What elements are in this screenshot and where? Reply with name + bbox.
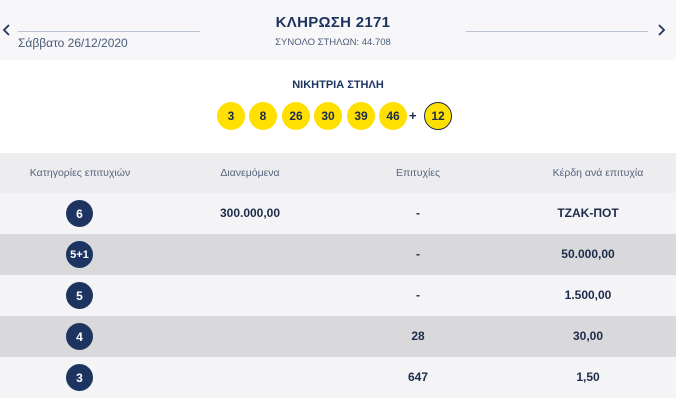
chevron-right-icon[interactable] [656, 22, 668, 38]
wins-value: 28 [411, 329, 425, 343]
category-badge: 5 [66, 282, 93, 309]
table-row: 3 647 1,50 [0, 357, 676, 398]
draw-date: Σάββατο 26/12/2020 [18, 36, 128, 50]
results-table-header: Κατηγορίες επιτυχιών Διανεμόμενα Επιτυχί… [0, 153, 676, 193]
winning-number-ball: 26 [282, 102, 310, 130]
category-badge: 5+1 [66, 241, 93, 268]
distributed-value: 300.000,00 [219, 206, 281, 220]
header-prize: Κέρδη ανά επιτυχία [552, 167, 644, 179]
wins-value: - [416, 288, 420, 302]
category-badge: 6 [66, 200, 93, 227]
joker-ball: 12 [424, 102, 452, 130]
winning-number-ball: 39 [347, 102, 375, 130]
wins-value: - [416, 206, 420, 220]
table-row: 6 300.000,00 - ΤΖΑΚ-ΠΟΤ [0, 193, 676, 234]
total-columns: ΣΥΝΟΛΟ ΣΤΗΛΩΝ: 44.708 [275, 37, 391, 48]
header-divider-right [466, 31, 648, 32]
prize-value: ΤΖΑΚ-ΠΟΤ [557, 206, 619, 220]
header-divider-left [18, 31, 200, 32]
winning-number-ball: 46 [379, 102, 407, 130]
draw-header: Σάββατο 26/12/2020 ΚΛΗΡΩΣΗ 2171 ΣΥΝΟΛΟ Σ… [0, 0, 676, 60]
prize-value: 30,00 [572, 329, 604, 343]
winning-number-ball: 30 [314, 102, 342, 130]
chevron-left-icon[interactable] [0, 22, 12, 38]
header-wins: Επιτυχίες [395, 167, 441, 179]
prize-value: 1.500,00 [564, 288, 612, 302]
winning-number-ball: 3 [217, 102, 245, 130]
table-row: 4 28 30,00 [0, 316, 676, 357]
category-badge: 3 [66, 364, 93, 391]
plus-sign: + [409, 108, 417, 123]
header-distributed: Διανεμόμενα [220, 167, 280, 179]
winning-number-ball: 8 [249, 102, 277, 130]
prize-value: 1,50 [576, 370, 600, 384]
wins-value: 647 [407, 370, 429, 384]
table-row: 5+1 - 50.000,00 [0, 234, 676, 275]
prize-value: 50.000,00 [561, 247, 615, 261]
table-row: 5 - 1.500,00 [0, 275, 676, 316]
winning-column-label: ΝΙΚΗΤΡΙΑ ΣΤΗΛΗ [292, 79, 384, 91]
category-badge: 4 [66, 323, 93, 350]
header-category: Κατηγορίες επιτυχιών [29, 167, 131, 179]
draw-title: ΚΛΗΡΩΣΗ 2171 [275, 14, 391, 31]
wins-value: - [416, 247, 420, 261]
